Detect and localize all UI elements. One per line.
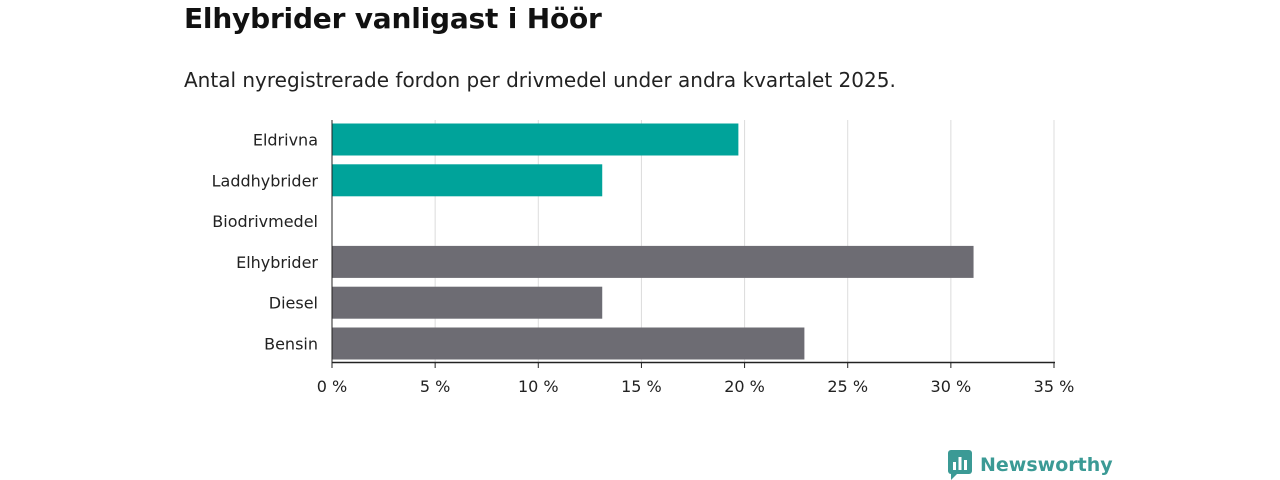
category-label: Diesel: [269, 294, 318, 313]
x-tick-label: 35 %: [1034, 377, 1075, 396]
x-tick-label: 10 %: [518, 377, 559, 396]
bar: [332, 286, 603, 319]
bar: [332, 327, 805, 360]
brand-name: Newsworthy: [980, 454, 1113, 476]
bar-chart-logo-icon: [948, 450, 972, 480]
x-tick-label: 15 %: [621, 377, 662, 396]
bar: [332, 164, 603, 197]
chart-title: Elhybrider vanligast i Höör: [184, 2, 602, 35]
category-label: Biodrivmedel: [212, 212, 318, 231]
brand-logo: Newsworthy: [948, 450, 1113, 480]
category-label: Elhybrider: [236, 253, 318, 272]
x-tick-label: 30 %: [931, 377, 972, 396]
x-axis: 0 % 5 % 10 % 15 % 20 % 25 % 30 % 35 %: [317, 120, 1075, 396]
bar: [332, 123, 739, 156]
category-label: Eldrivna: [253, 131, 318, 150]
category-labels: Eldrivna Laddhybrider Biodrivmedel Elhybrid…: [212, 131, 319, 354]
bars: [332, 123, 974, 360]
bar: [332, 245, 974, 278]
x-tick-label: 25 %: [827, 377, 868, 396]
category-label: Laddhybrider: [212, 171, 319, 190]
x-tick-label: 5 %: [420, 377, 450, 396]
chart-subtitle: Antal nyregistrerade fordon per drivmede…: [184, 68, 896, 92]
grid-lines: [434, 120, 1055, 362]
category-label: Bensin: [264, 335, 318, 354]
x-tick-label: 20 %: [724, 377, 765, 396]
x-tick-label: 0 %: [317, 377, 347, 396]
